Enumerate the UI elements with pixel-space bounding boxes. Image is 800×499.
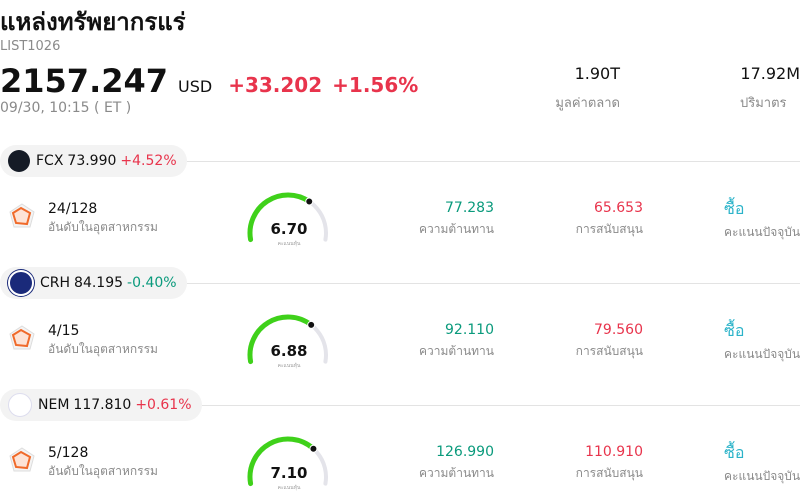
stock-change: -0.40% bbox=[127, 275, 177, 291]
industry-rank-label: อันดับในอุตสาหกรรม bbox=[48, 342, 158, 356]
industry-icon bbox=[9, 325, 35, 350]
stock-logo bbox=[8, 393, 32, 417]
resistance: 126.990 bbox=[436, 444, 494, 460]
gauge-progress bbox=[247, 192, 312, 243]
resistance-label: ความต้านทาน bbox=[419, 344, 494, 358]
stock-change: +0.61% bbox=[135, 397, 192, 413]
support: 79.560 bbox=[594, 322, 643, 338]
stock-logo bbox=[8, 150, 30, 172]
gauge-dot bbox=[309, 444, 318, 453]
stat-value: 17.92M bbox=[740, 64, 800, 83]
icon-shape bbox=[11, 328, 32, 348]
score: 7.10 bbox=[270, 464, 307, 482]
industry-icon bbox=[9, 203, 35, 228]
stat-label: มูลค่าตลาด bbox=[555, 96, 620, 111]
ticker: FCX bbox=[36, 153, 64, 169]
industry-rank-label: อันดับในอุตสาหกรรม bbox=[48, 220, 158, 234]
resistance: 92.110 bbox=[445, 322, 494, 338]
gauge-dot bbox=[305, 197, 314, 206]
resistance-label: ความต้านทาน bbox=[419, 222, 494, 236]
index-code: LIST1026 bbox=[0, 39, 61, 54]
stock-chip: CRH 84.195 -0.40% bbox=[0, 267, 187, 299]
score-gauge: 6.70 คะแนนหุ้น bbox=[247, 192, 328, 247]
gauge-progress bbox=[247, 314, 314, 365]
support-label: การสนับสนุน bbox=[575, 466, 643, 480]
gauge-progress bbox=[247, 436, 316, 487]
support: 65.653 bbox=[594, 200, 643, 216]
stat-label: ปริมาตร bbox=[740, 96, 787, 111]
stock-chip: FCX 73.990 +4.52% bbox=[0, 145, 187, 177]
score-label: คะแนนหุ้น bbox=[278, 362, 301, 369]
action: ซื้อ bbox=[724, 443, 745, 462]
title: แหล่งทรัพยากรแร่ bbox=[0, 8, 186, 36]
industry-rank: 24/128 bbox=[48, 201, 98, 217]
stock-chip: NEM 117.810 +0.61% bbox=[0, 389, 202, 421]
stock-header-row: CRH 84.195 -0.40% bbox=[0, 267, 800, 299]
currency: USD bbox=[178, 77, 213, 96]
stock-header-row: NEM 117.810 +0.61% bbox=[0, 389, 800, 421]
ticker: CRH bbox=[40, 275, 71, 291]
action: ซื้อ bbox=[724, 199, 745, 218]
support-label: การสนับสนุน bbox=[575, 222, 643, 236]
separator bbox=[186, 160, 800, 162]
change: +33.202 bbox=[228, 73, 323, 97]
price-row: 2157.247 USD +33.202 +1.56% bbox=[0, 62, 418, 100]
support: 110.910 bbox=[585, 444, 643, 460]
score-label: คะแนนหุ้น bbox=[278, 240, 301, 247]
action: ซื้อ bbox=[724, 321, 745, 340]
stock-change: +4.52% bbox=[120, 153, 177, 169]
action-label: คะแนนปัจจุบัน bbox=[724, 347, 800, 361]
stock-price: 73.990 bbox=[67, 153, 117, 169]
separator bbox=[186, 282, 800, 284]
industry-rank: 4/15 bbox=[48, 323, 80, 339]
industry-rank: 5/128 bbox=[48, 445, 89, 461]
change-percent: +1.56% bbox=[332, 73, 419, 97]
resistance-label: ความต้านทาน bbox=[419, 466, 494, 480]
stat-value: 1.90T bbox=[574, 64, 620, 83]
gauge-dot bbox=[307, 320, 316, 329]
industry-rank-label: อันดับในอุตสาหกรรม bbox=[48, 464, 158, 478]
separator bbox=[201, 404, 800, 406]
score: 6.88 bbox=[270, 342, 307, 360]
score-gauge: 6.88 คะแนนหุ้น bbox=[247, 314, 328, 369]
icon-shape bbox=[11, 206, 32, 226]
score: 6.70 bbox=[270, 220, 307, 238]
action-label: คะแนนปัจจุบัน bbox=[724, 469, 800, 483]
stock-logo bbox=[8, 270, 34, 296]
stock-price: 117.810 bbox=[73, 397, 132, 413]
score-label: คะแนนหุ้น bbox=[278, 484, 301, 491]
score-gauge: 7.10 คะแนนหุ้น bbox=[247, 436, 328, 491]
stock-price: 84.195 bbox=[74, 275, 124, 291]
price: 2157.247 bbox=[0, 62, 169, 100]
resistance: 77.283 bbox=[445, 200, 494, 216]
stock-header-row: FCX 73.990 +4.52% bbox=[0, 145, 800, 177]
icon-shape bbox=[11, 450, 32, 470]
support-label: การสนับสนุน bbox=[575, 344, 643, 358]
industry-icon bbox=[9, 447, 35, 472]
action-label: คะแนนปัจจุบัน bbox=[724, 225, 800, 239]
timestamp: 09/30, 10:15 ( ET ) bbox=[0, 100, 132, 116]
ticker: NEM bbox=[38, 397, 70, 413]
